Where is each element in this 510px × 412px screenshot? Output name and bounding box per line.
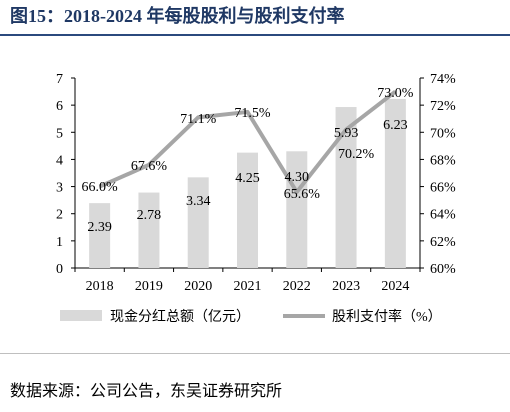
left-tick-label: 6 xyxy=(56,99,63,114)
bar-value-label: 5.93 xyxy=(334,126,359,141)
left-tick-label: 3 xyxy=(56,181,63,196)
bar-value-label: 4.25 xyxy=(235,171,260,186)
x-tick-label: 2020 xyxy=(184,279,212,294)
x-tick-label: 2022 xyxy=(283,279,311,294)
combo-chart: 0 1 2 3 4 5 6 7 60% 62% 64% 66% 68% 70% 72% 74% 2018 2019… xyxy=(56,72,456,325)
bar-value-label: 6.23 xyxy=(383,118,408,133)
x-tick-label: 2019 xyxy=(135,279,163,294)
line-value-label: 66.0% xyxy=(82,180,119,195)
legend-swatch-bars xyxy=(60,310,102,321)
left-tick-label: 7 xyxy=(56,72,63,87)
right-tick-label: 66% xyxy=(430,181,456,196)
line-value-label: 71.1% xyxy=(180,112,217,127)
right-tick-label: 70% xyxy=(430,126,456,141)
line-value-label: 71.5% xyxy=(234,106,271,121)
x-tick-label: 2023 xyxy=(332,279,360,294)
right-tick-label: 62% xyxy=(430,235,456,250)
x-tick-label: 2018 xyxy=(86,279,114,294)
source-note: 数据来源：公司公告，东吴证券研究所 xyxy=(10,383,283,400)
left-tick-label: 0 xyxy=(56,262,63,277)
bar-value-label: 3.34 xyxy=(186,194,211,209)
title-rule xyxy=(0,34,510,36)
line-value-label: 67.6% xyxy=(131,159,168,174)
bar-2018 xyxy=(89,203,111,268)
line-value-label: 65.6% xyxy=(284,187,321,202)
right-tick-label: 68% xyxy=(430,153,456,168)
right-tick-label: 74% xyxy=(430,72,456,87)
figure-title: 图15：2018-2024 年每股股利与股利支付率 xyxy=(10,6,345,26)
left-tick-label: 2 xyxy=(56,208,63,223)
bar-value-label: 4.30 xyxy=(285,170,310,185)
line-value-label: 70.2% xyxy=(338,147,375,162)
footer-rule xyxy=(0,353,510,354)
line-value-label: 73.0% xyxy=(377,86,414,101)
right-tick-label: 64% xyxy=(430,208,456,223)
left-tick-label: 4 xyxy=(56,153,63,168)
bar-2019 xyxy=(138,192,160,268)
left-tick-label: 1 xyxy=(56,235,63,250)
bar-2022 xyxy=(286,151,308,268)
left-tick-label: 5 xyxy=(56,126,63,141)
bar-value-label: 2.78 xyxy=(137,208,162,223)
bar-2024 xyxy=(384,98,406,269)
legend-label-line: 股利支付率（%） xyxy=(332,308,442,325)
bar-2020 xyxy=(187,177,209,268)
legend-label-bars: 现金分红总额（亿元） xyxy=(110,309,250,325)
right-tick-label: 60% xyxy=(430,262,456,277)
bar-2023 xyxy=(335,107,357,269)
x-tick-label: 2024 xyxy=(381,279,409,294)
right-tick-label: 72% xyxy=(430,99,456,114)
bar-value-label: 2.39 xyxy=(87,220,112,235)
x-tick-label: 2021 xyxy=(234,279,262,294)
bar-2021 xyxy=(237,152,258,268)
